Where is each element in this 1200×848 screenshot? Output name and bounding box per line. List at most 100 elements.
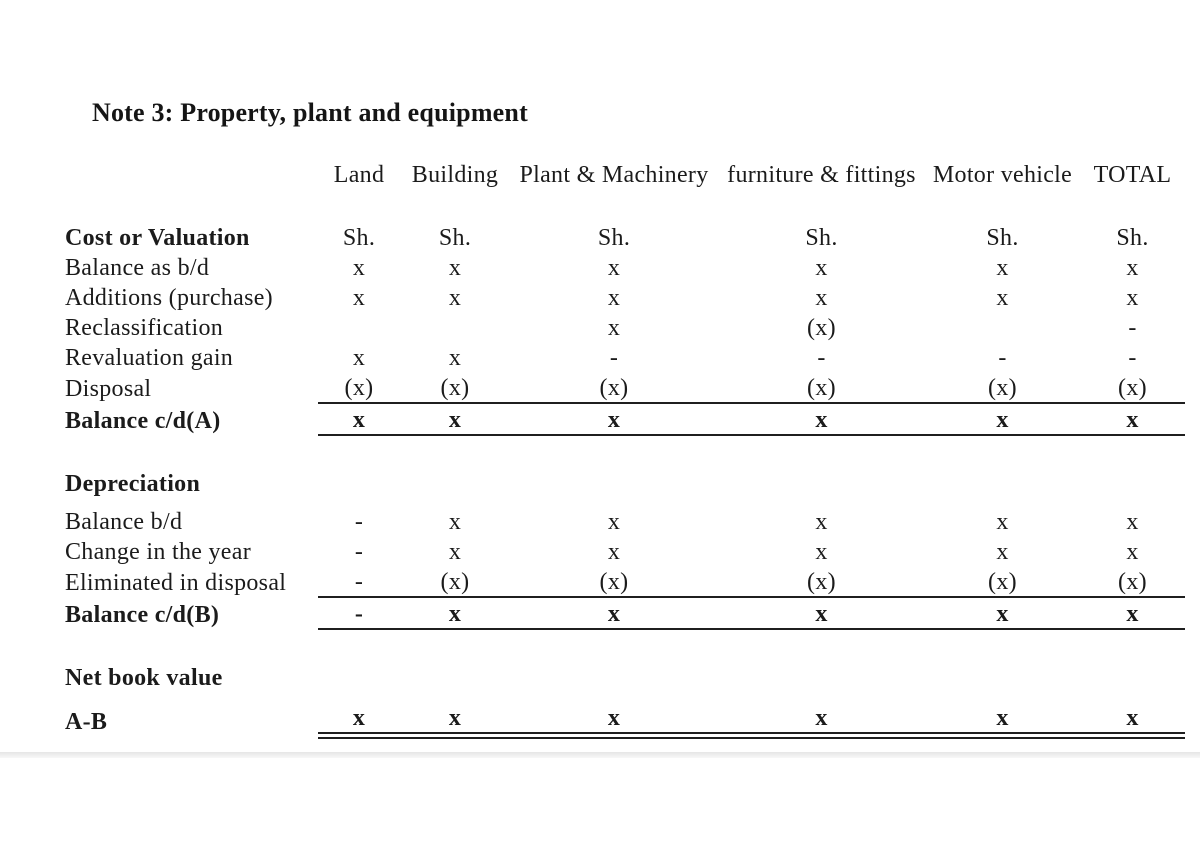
row-label: Additions (purchase): [65, 285, 273, 311]
value-cell: -: [817, 345, 826, 371]
value-cell: x: [352, 255, 366, 281]
value-cell: x: [996, 509, 1009, 535]
row-label: Balance c/d(B): [65, 602, 220, 628]
value-cell: [400, 662, 510, 692]
value-cell: x: [510, 597, 718, 630]
table-row: Balance c/d(B) - x x x x x: [65, 597, 1185, 630]
row-label: Balance c/d(A): [65, 408, 221, 434]
value-cell: [925, 468, 1080, 498]
value-cell: (x): [510, 372, 718, 404]
value-cell: x: [607, 315, 621, 341]
column-header: TOTAL: [1093, 162, 1172, 188]
header-spacer-cell: [65, 160, 318, 222]
value-cell: -: [354, 509, 364, 535]
value-cell: x: [925, 403, 1080, 436]
value-cell: [1080, 468, 1185, 498]
value-cell: x: [1080, 702, 1185, 739]
ppe-table-body: Land Building Plant & Machinery furniture &…: [65, 160, 1185, 739]
value-cell: x: [448, 509, 462, 535]
row-label: Reclassification: [65, 315, 224, 341]
value-cell: Sh.: [342, 225, 376, 251]
table-row: Balance as b/d x x x x x x: [65, 252, 1185, 282]
value-cell: x: [1126, 539, 1139, 565]
value-cell: x: [815, 285, 828, 311]
row-label: Depreciation: [65, 471, 201, 497]
value-cell: [400, 468, 510, 498]
row-label: Change in the year: [65, 539, 251, 565]
value-cell: x: [1126, 255, 1139, 281]
value-cell: x: [1080, 597, 1185, 630]
spacer-row: [65, 498, 1185, 506]
value-cell: x: [510, 403, 718, 436]
value-cell: x: [718, 702, 925, 739]
value-cell: [925, 662, 1080, 692]
value-cell: [718, 468, 925, 498]
value-cell: (x): [400, 566, 510, 598]
value-cell: x: [318, 403, 400, 436]
value-cell: Sh.: [1116, 225, 1149, 251]
table-row: Balance c/d(A) x x x x x x: [65, 403, 1185, 436]
value-cell: Sh.: [438, 225, 472, 251]
value-cell: (x): [318, 372, 400, 404]
value-cell: x: [448, 345, 462, 371]
value-cell: -: [1128, 345, 1137, 371]
spacer-row: [65, 435, 1185, 468]
value-cell: x: [510, 702, 718, 739]
value-cell: [318, 468, 400, 498]
value-cell: [925, 312, 1080, 342]
value-cell: x: [352, 285, 366, 311]
value-cell: Sh.: [597, 225, 631, 251]
value-cell: x: [718, 597, 925, 630]
value-cell: x: [400, 702, 510, 739]
column-header: furniture & fittings: [727, 162, 916, 188]
value-cell: -: [354, 539, 364, 565]
value-cell: x: [448, 255, 462, 281]
value-cell: x: [925, 702, 1080, 739]
spacer-row: [65, 629, 1185, 662]
value-cell: x: [1126, 285, 1139, 311]
value-cell: (x): [400, 372, 510, 404]
row-label: Cost or Valuation: [65, 225, 250, 251]
value-cell: (x): [718, 372, 925, 404]
value-cell: (x): [718, 566, 925, 598]
value-cell: x: [996, 539, 1009, 565]
value-cell: x: [607, 509, 621, 535]
column-header: Plant & Machinery: [519, 162, 709, 188]
row-label: Disposal: [65, 376, 152, 402]
value-cell: -: [318, 566, 400, 598]
row-label: Balance b/d: [65, 509, 183, 535]
table-row: Net book value: [65, 662, 1185, 692]
table-row: A-B x x x x x x: [65, 702, 1185, 739]
column-header: Land: [333, 162, 385, 188]
value-cell: (x): [925, 372, 1080, 404]
value-cell: [318, 312, 400, 342]
value-cell: x: [815, 539, 828, 565]
value-cell: x: [607, 285, 621, 311]
spacer-row: [65, 692, 1185, 702]
spacer-cell: [65, 498, 1185, 506]
value-cell: [510, 468, 718, 498]
value-cell: x: [352, 345, 366, 371]
ppe-table: Land Building Plant & Machinery furniture &…: [65, 160, 1185, 739]
value-cell: (x): [1080, 372, 1185, 404]
table-row: Eliminated in disposal - (x) (x) (x) (x) (x): [65, 566, 1185, 598]
table-row: Reclassification x (x) -: [65, 312, 1185, 342]
value-cell: (x): [925, 566, 1080, 598]
value-cell: x: [815, 509, 828, 535]
value-cell: x: [1080, 403, 1185, 436]
value-cell: -: [318, 597, 400, 630]
spacer-cell: [65, 435, 1185, 468]
spacer-cell: [65, 692, 1185, 702]
value-cell: x: [448, 285, 462, 311]
value-cell: -: [609, 345, 619, 371]
value-cell: x: [815, 255, 828, 281]
table-row: Disposal (x) (x) (x) (x) (x) (x): [65, 372, 1185, 404]
value-cell: -: [1128, 315, 1137, 341]
value-cell: x: [607, 255, 621, 281]
row-label: Net book value: [65, 665, 223, 691]
value-cell: Sh.: [805, 225, 838, 251]
value-cell: x: [607, 539, 621, 565]
value-cell: [718, 662, 925, 692]
value-cell: x: [400, 597, 510, 630]
